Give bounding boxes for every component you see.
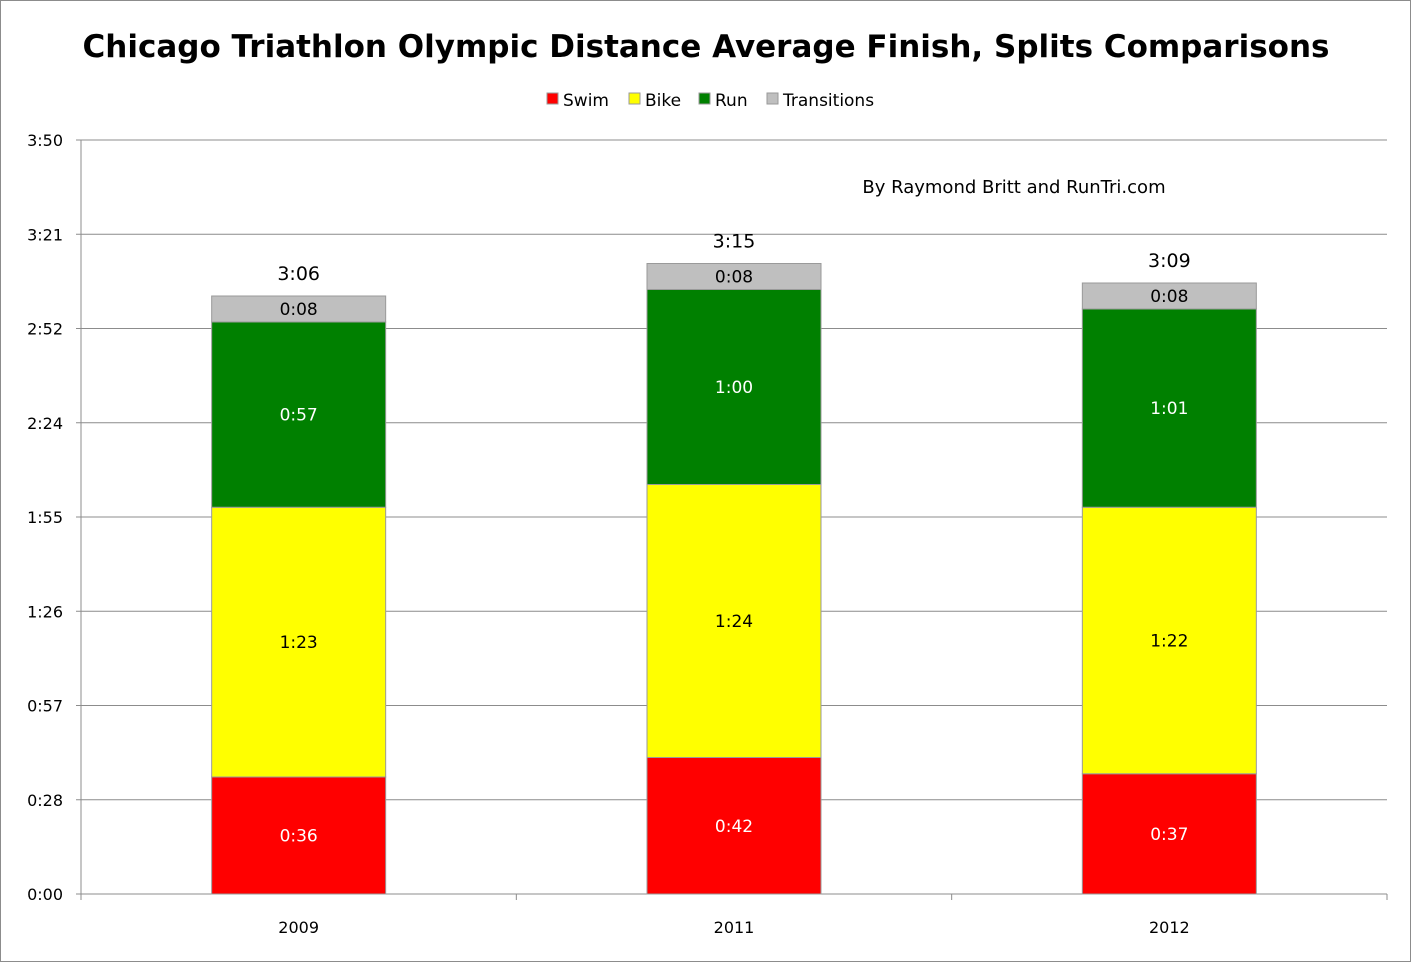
data-label-transitions-2009: 0:08 xyxy=(280,300,318,320)
bar-run-2012 xyxy=(1081,308,1257,508)
y-tick-label: 0:28 xyxy=(27,791,63,810)
bar-swim-2012 xyxy=(1081,773,1257,895)
data-label-swim-2009: 0:36 xyxy=(280,827,318,847)
bar-swim-2011 xyxy=(646,757,822,895)
data-label-transitions-2012: 0:08 xyxy=(1150,287,1188,307)
bar-bike-2009 xyxy=(211,506,387,778)
legend-label-bike: Bike xyxy=(645,91,681,111)
data-label-swim-2012: 0:37 xyxy=(1150,825,1188,845)
credit-annotation: By Raymond Britt and RunTri.com xyxy=(862,177,1165,198)
y-tick-label: 0:57 xyxy=(27,697,63,716)
y-tick-label: 3:21 xyxy=(27,225,63,244)
legend-label-run: Run xyxy=(715,91,748,111)
bar-swim-2009 xyxy=(211,776,387,895)
x-tick-label: 2012 xyxy=(1149,918,1190,937)
data-label-swim-2011: 0:42 xyxy=(715,817,753,837)
bar-transitions-2009 xyxy=(211,295,387,323)
x-tick-label: 2009 xyxy=(278,918,319,937)
bars: 0:36 1:23 0:57 0:08 3:06 0:42 1:24 1:00 0:08 3:15… xyxy=(211,231,1257,895)
total-label-2011: 3:15 xyxy=(713,231,756,253)
bar-transitions-2012 xyxy=(1081,282,1257,310)
bar-stack-2009: 0:36 1:23 0:57 0:08 3:06 xyxy=(211,263,387,895)
bar-stack-2012: 0:37 1:22 1:01 0:08 3:09 xyxy=(1081,250,1257,895)
legend-label-swim: Swim xyxy=(563,91,609,111)
legend-swatch-swim xyxy=(546,92,559,105)
total-label-2009: 3:06 xyxy=(277,263,320,285)
data-label-run-2009: 0:57 xyxy=(280,406,318,426)
data-label-transitions-2011: 0:08 xyxy=(715,268,753,288)
data-label-bike-2009: 1:23 xyxy=(280,633,318,653)
legend-swatch-transitions xyxy=(766,92,779,105)
y-axis: 0:00 0:28 0:57 1:26 1:55 2:24 2:52 3:21 3:50 xyxy=(27,131,82,904)
bar-bike-2011 xyxy=(646,484,822,758)
chart-title: Chicago Triathlon Olympic Distance Avera… xyxy=(83,29,1330,65)
y-tick-label: 2:52 xyxy=(27,320,63,339)
data-label-bike-2011: 1:24 xyxy=(715,612,753,632)
y-tick-label: 3:50 xyxy=(27,131,63,150)
x-axis: 2009 2011 2012 xyxy=(80,893,1388,937)
data-label-run-2012: 1:01 xyxy=(1150,399,1188,419)
bar-run-2009 xyxy=(211,321,387,508)
total-label-2012: 3:09 xyxy=(1148,250,1191,272)
y-tick-label: 1:26 xyxy=(27,602,63,621)
legend: Swim Bike Run Transitions xyxy=(546,91,874,111)
legend-swatch-bike xyxy=(628,92,641,105)
legend-label-transitions: Transitions xyxy=(782,91,874,111)
bar-bike-2012 xyxy=(1081,506,1257,775)
y-tick-label: 1:55 xyxy=(27,508,63,527)
x-tick-label: 2011 xyxy=(714,918,755,937)
bar-transitions-2011 xyxy=(646,263,822,290)
y-tick-label: 2:24 xyxy=(27,414,63,433)
legend-swatch-run xyxy=(698,92,711,105)
data-label-run-2011: 1:00 xyxy=(715,378,753,398)
y-tick-label: 0:00 xyxy=(27,885,63,904)
bar-run-2011 xyxy=(646,289,822,485)
data-label-bike-2012: 1:22 xyxy=(1150,632,1188,652)
bar-stack-2011: 0:42 1:24 1:00 0:08 3:15 xyxy=(646,231,822,895)
